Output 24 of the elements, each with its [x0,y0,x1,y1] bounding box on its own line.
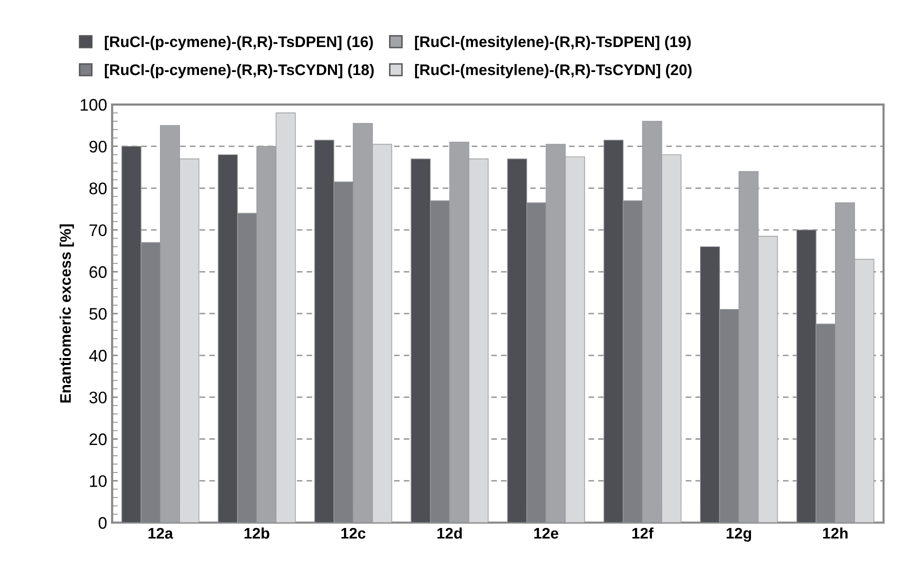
x-tick-label: 12b [244,527,270,539]
x-tick-label: 12c [341,528,366,539]
x-tick-label: 12f [632,527,654,539]
legend-label: [RuCl-(mesitylene)-(R,R)-TsDPEN] (19) [415,36,691,50]
x-tick-label: 12h [823,527,848,539]
y-tick-label: 60 [90,266,107,278]
x-tick-label: 12e [534,528,558,539]
y-tick-label: 0 [98,517,107,529]
y-tick-label: 90 [90,140,107,153]
y-tick-label: 80 [89,182,107,194]
x-tick-label: 12d [437,527,462,539]
legend-label: [RuCl-(p-cymene)-(R,R)-TsDPEN] (16) [104,36,373,50]
x-tick-label: 12a [148,528,174,539]
y-tick-label: 100 [80,98,107,111]
y-tick-label: 10 [90,475,107,488]
legend-label: [RuCl-(mesitylene)-(R,R)-TsCYDN] (20) [415,64,692,78]
legend-label: [RuCl-(p-cymene)-(R,R)-TsCYDN] (18) [104,64,374,78]
y-tick-label: 70 [90,224,107,236]
y-axis-title: Enantiomeric excess [%] [60,224,74,403]
x-tick-label: 12g [726,528,752,542]
y-tick-label: 40 [89,350,107,362]
y-tick-label: 30 [89,392,107,404]
y-tick-label: 20 [90,433,107,446]
y-tick-label: 50 [89,308,107,320]
